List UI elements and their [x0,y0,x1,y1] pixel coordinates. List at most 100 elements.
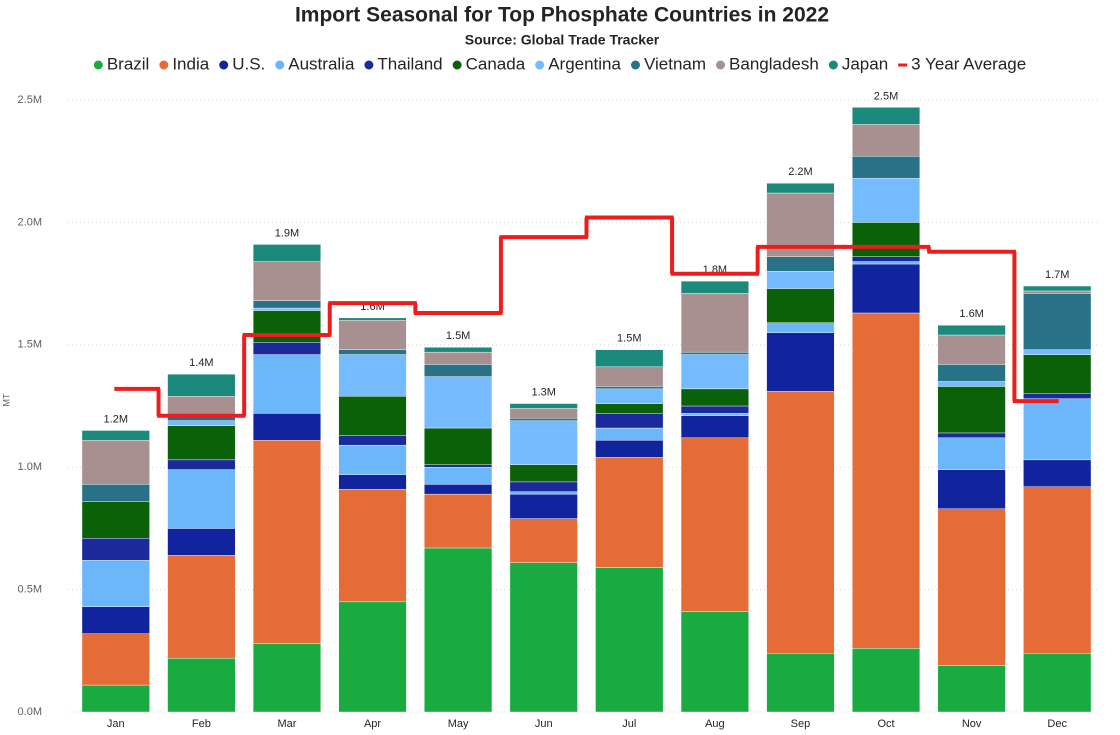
bar-segment [1023,653,1092,713]
bar-segment [509,491,578,495]
bar-segment [252,261,321,301]
bar-segment [852,312,921,649]
bar-segment [680,388,749,407]
bar-segment [252,440,321,644]
bar-segment [509,493,578,519]
bar-segment [852,256,921,262]
bar-segment [595,567,664,713]
x-tick-label: Jun [535,718,553,730]
bar-segment [338,320,407,350]
bar-segment [81,440,150,485]
legend-label: Bangladesh [729,54,819,73]
bar-segment [937,665,1006,713]
bar-segment [81,633,150,686]
bar-segment [167,657,236,713]
bar-segment [509,562,578,713]
bar-segment [595,349,664,368]
bar-segment [937,469,1006,510]
x-tick-label: Oct [877,718,894,730]
bar-segment [81,430,150,441]
legend-label: India [172,54,209,73]
bar-segment [338,354,407,397]
total-label: 2.5M [874,90,898,102]
legend-label: Japan [842,54,888,73]
bar-segment [81,501,150,539]
bar-segment [509,408,578,419]
legend-marker [364,60,374,70]
x-tick-label: Jul [622,718,636,730]
bar-segment [338,435,407,446]
bar-segment [167,396,236,416]
bar-segment [252,310,321,343]
bar-segment [424,467,493,485]
bar-segment [852,107,921,125]
legend-label: 3 Year Average [911,54,1026,73]
bar-segment [595,440,664,458]
legend: Brazil India U.S. Australia Thailand Canada Ar… [93,54,1026,73]
bar-segment [167,528,236,556]
legend-label: Canada [466,54,526,73]
bar-segment [852,222,921,257]
bar-segment [680,354,749,390]
bar-segment [167,425,236,461]
legend-marker [159,60,169,70]
total-label: 1.4M [189,357,213,369]
bar-segment [509,420,578,465]
bar-segment [1023,349,1092,355]
bar-segment [680,351,749,355]
bar-segment [852,648,921,713]
bar-segment [167,555,236,659]
bar-segment [81,606,150,634]
legend-label: Thailand [377,54,442,73]
bar-segment [81,537,150,561]
bar-segment [595,427,664,441]
bar-segment [937,508,1006,666]
bar-segment [167,373,236,397]
bar-segment [424,547,493,713]
y-axis-title: MT [1,393,11,406]
total-label: 1.6M [959,308,983,320]
bar-segment [424,347,493,353]
bar-segment [937,432,1006,439]
bar-segment [680,611,749,713]
x-tick-label: Feb [192,718,211,730]
bar-segment [424,364,493,377]
bar-segment [766,653,835,713]
chart-subtitle: Source: Global Trade Tracker [465,32,660,48]
bar-segment [1023,486,1092,654]
bar-segment [338,444,407,475]
legend-label: Argentina [548,54,621,73]
bar-segment [595,413,664,429]
bar-segment [766,322,835,333]
bar-segment [424,427,493,465]
bar-segment [81,484,150,502]
chart-title: Import Seasonal for Top Phosphate Countr… [295,4,829,27]
bar-segment [424,351,493,365]
bar-segment [595,388,664,404]
x-tick-label: Apr [364,718,381,730]
x-tick-label: Jan [107,718,125,730]
legend-marker [93,60,103,70]
bar-segment [424,464,493,468]
bar-segment [338,489,407,603]
bar-segment [81,684,150,713]
bar-segment [167,459,236,470]
y-tick-label: 2.5M [18,94,42,106]
bar-segment [509,403,578,409]
bar-segment [509,518,578,563]
y-tick-label: 1.5M [18,339,42,351]
bar-segment [595,386,664,390]
bar-segment [424,376,493,429]
y-tick-label: 1.0M [18,461,42,473]
total-label: 1.7M [1045,269,1069,281]
x-tick-label: Dec [1047,718,1067,730]
legend-marker [452,60,462,70]
legend-label: Vietnam [644,54,706,73]
bar-segment [167,469,236,529]
bar-segment [1023,293,1092,350]
total-label: 1.3M [531,386,555,398]
bar-segment [1023,290,1092,294]
x-tick-label: May [448,718,469,730]
total-label: 1.5M [446,330,470,342]
bar-segment [509,481,578,492]
